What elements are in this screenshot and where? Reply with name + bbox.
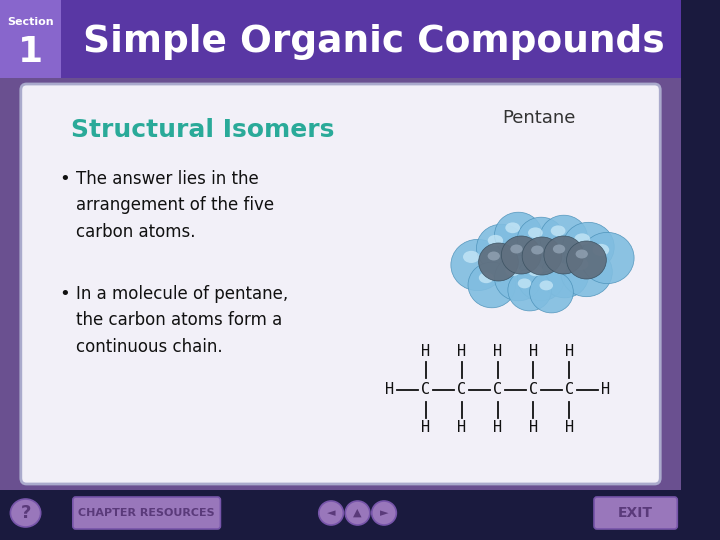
- Text: ▲: ▲: [354, 508, 362, 518]
- Ellipse shape: [518, 279, 531, 288]
- Ellipse shape: [530, 271, 573, 313]
- Ellipse shape: [575, 233, 590, 245]
- Text: C: C: [529, 382, 538, 397]
- Ellipse shape: [10, 499, 40, 527]
- Text: Structural Isomers: Structural Isomers: [71, 118, 334, 142]
- Ellipse shape: [477, 224, 526, 272]
- Text: 1: 1: [18, 35, 42, 69]
- FancyBboxPatch shape: [73, 497, 220, 529]
- Text: H: H: [565, 421, 574, 435]
- Text: •: •: [59, 170, 70, 188]
- Ellipse shape: [522, 237, 562, 275]
- Ellipse shape: [487, 252, 500, 260]
- Text: Pentane: Pentane: [503, 109, 576, 127]
- FancyBboxPatch shape: [0, 78, 681, 490]
- Ellipse shape: [451, 239, 505, 291]
- Ellipse shape: [346, 501, 370, 525]
- Text: H: H: [385, 382, 395, 397]
- Ellipse shape: [468, 262, 516, 308]
- Text: H: H: [493, 345, 502, 360]
- Text: EXIT: EXIT: [618, 506, 653, 520]
- Ellipse shape: [540, 215, 588, 261]
- Text: C: C: [457, 382, 466, 397]
- FancyBboxPatch shape: [21, 84, 660, 484]
- Ellipse shape: [505, 265, 520, 276]
- Text: Simple Organic Compounds: Simple Organic Compounds: [83, 24, 665, 60]
- Ellipse shape: [544, 236, 584, 274]
- Ellipse shape: [508, 269, 552, 311]
- Ellipse shape: [495, 212, 542, 258]
- Text: C: C: [493, 382, 502, 397]
- Text: C: C: [421, 382, 431, 397]
- FancyBboxPatch shape: [0, 0, 61, 78]
- Ellipse shape: [487, 235, 503, 246]
- Ellipse shape: [562, 222, 614, 272]
- Text: ►: ►: [379, 508, 388, 518]
- Text: •: •: [59, 285, 70, 303]
- Ellipse shape: [505, 222, 520, 233]
- Text: H: H: [529, 421, 538, 435]
- Ellipse shape: [479, 243, 518, 281]
- Ellipse shape: [593, 244, 609, 256]
- Ellipse shape: [552, 262, 567, 273]
- Ellipse shape: [372, 501, 396, 525]
- Ellipse shape: [463, 251, 480, 263]
- Text: H: H: [565, 345, 574, 360]
- Text: C: C: [565, 382, 574, 397]
- Text: The answer lies in the
arrangement of the five
carbon atoms.: The answer lies in the arrangement of th…: [76, 170, 274, 241]
- FancyBboxPatch shape: [61, 0, 681, 78]
- Ellipse shape: [517, 217, 565, 263]
- Ellipse shape: [528, 227, 543, 238]
- Ellipse shape: [531, 246, 544, 254]
- Ellipse shape: [575, 249, 588, 259]
- Text: H: H: [421, 421, 431, 435]
- Ellipse shape: [567, 241, 606, 279]
- Ellipse shape: [553, 245, 565, 253]
- Text: H: H: [457, 421, 466, 435]
- Text: ◄: ◄: [327, 508, 336, 518]
- Ellipse shape: [580, 232, 634, 284]
- Ellipse shape: [501, 236, 541, 274]
- Ellipse shape: [479, 272, 494, 283]
- Ellipse shape: [319, 501, 343, 525]
- Ellipse shape: [572, 258, 588, 270]
- Ellipse shape: [517, 255, 565, 301]
- Text: H: H: [493, 421, 502, 435]
- Text: H: H: [457, 345, 466, 360]
- Text: H: H: [600, 382, 610, 397]
- FancyBboxPatch shape: [0, 490, 681, 540]
- Text: H: H: [421, 345, 431, 360]
- Ellipse shape: [510, 245, 523, 253]
- Ellipse shape: [561, 247, 612, 296]
- FancyBboxPatch shape: [0, 0, 681, 78]
- FancyBboxPatch shape: [594, 497, 678, 529]
- Ellipse shape: [528, 265, 543, 276]
- Text: In a molecule of pentane,
the carbon atoms form a
continuous chain.: In a molecule of pentane, the carbon ato…: [76, 285, 288, 356]
- Text: ?: ?: [20, 504, 31, 522]
- Ellipse shape: [495, 255, 542, 301]
- Ellipse shape: [539, 280, 553, 291]
- Text: H: H: [529, 345, 538, 360]
- Text: CHAPTER RESOURCES: CHAPTER RESOURCES: [78, 508, 215, 518]
- Ellipse shape: [551, 225, 565, 236]
- Ellipse shape: [541, 252, 588, 298]
- Text: Section: Section: [7, 17, 53, 27]
